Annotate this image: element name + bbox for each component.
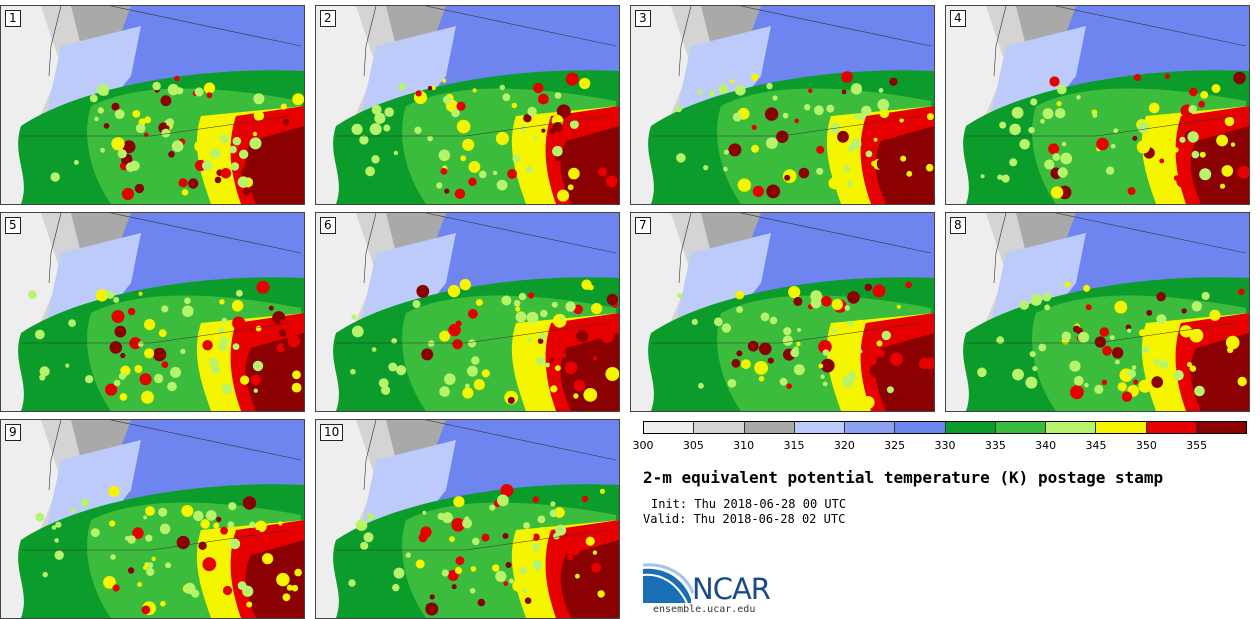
map-panel: 6	[315, 212, 620, 412]
colorbar-tick-label: 315	[783, 439, 805, 452]
panel-number: 1	[5, 10, 21, 27]
colorbar-tick-labels: 300 305 310 315 320 325 330 335 340 345 350 355	[633, 439, 1247, 453]
map-panel: 7	[630, 212, 935, 412]
colorbar-segment	[694, 422, 745, 433]
colorbar-tick-label: 325	[884, 439, 906, 452]
colorbar-segment	[895, 422, 946, 433]
panel-number: 9	[5, 424, 21, 441]
colorbar-segment	[845, 422, 896, 433]
colorbar-tick-label: 305	[682, 439, 704, 452]
map-panel: 2	[315, 5, 620, 205]
map-panel: 5	[0, 212, 305, 412]
colorbar-segment	[1046, 422, 1097, 433]
map-image	[946, 213, 1249, 411]
panel-number: 3	[635, 10, 651, 27]
map-image	[316, 420, 619, 618]
map-image	[316, 6, 619, 204]
colorbar-segment	[1196, 422, 1246, 433]
colorbar-segment	[995, 422, 1046, 433]
panel-number: 7	[635, 217, 651, 234]
colorbar-tick-label: 350	[1135, 439, 1157, 452]
panel-number: 8	[950, 217, 966, 234]
panel-number: 5	[5, 217, 21, 234]
map-panel: 4	[945, 5, 1250, 205]
colorbar-segment	[744, 422, 795, 433]
map-panel: 1	[0, 5, 305, 205]
colorbar-segment	[945, 422, 996, 433]
colorbar-tick-label: 355	[1186, 439, 1208, 452]
colorbar-tick-label: 300	[632, 439, 654, 452]
panel-number: 2	[320, 10, 336, 27]
map-image	[1, 420, 304, 618]
map-panel: 9	[0, 419, 305, 619]
map-image	[316, 213, 619, 411]
colorbar-tick-label: 320	[833, 439, 855, 452]
logo-text: NCAR	[692, 572, 771, 606]
map-image	[631, 213, 934, 411]
map-panel: 3	[630, 5, 935, 205]
colorbar	[643, 421, 1247, 434]
valid-time: Valid: Thu 2018-06-28 02 UTC	[643, 512, 846, 526]
init-time: Init: Thu 2018-06-28 00 UTC	[651, 497, 847, 511]
figure-title: 2-m equivalent potential temperature (K)…	[643, 468, 1164, 487]
map-image	[1, 6, 304, 204]
logo-url: ensemble.ucar.edu	[653, 604, 756, 615]
map-image	[631, 6, 934, 204]
map-image	[1, 213, 304, 411]
ncar-logo-icon	[643, 563, 695, 604]
colorbar-tick-label: 330	[934, 439, 956, 452]
colorbar-tick-label: 340	[1035, 439, 1057, 452]
colorbar-segment	[1146, 422, 1197, 433]
panel-number: 10	[320, 424, 344, 441]
map-panel: 10	[315, 419, 620, 619]
panel-number: 4	[950, 10, 966, 27]
colorbar-segment	[1096, 422, 1147, 433]
colorbar-tick-label: 335	[984, 439, 1006, 452]
colorbar-tick-label: 345	[1085, 439, 1107, 452]
map-image	[946, 6, 1249, 204]
colorbar-segment	[644, 422, 695, 433]
map-panel: 8	[945, 212, 1250, 412]
panel-number: 6	[320, 217, 336, 234]
colorbar-tick-label: 310	[733, 439, 755, 452]
colorbar-segment	[794, 422, 845, 433]
